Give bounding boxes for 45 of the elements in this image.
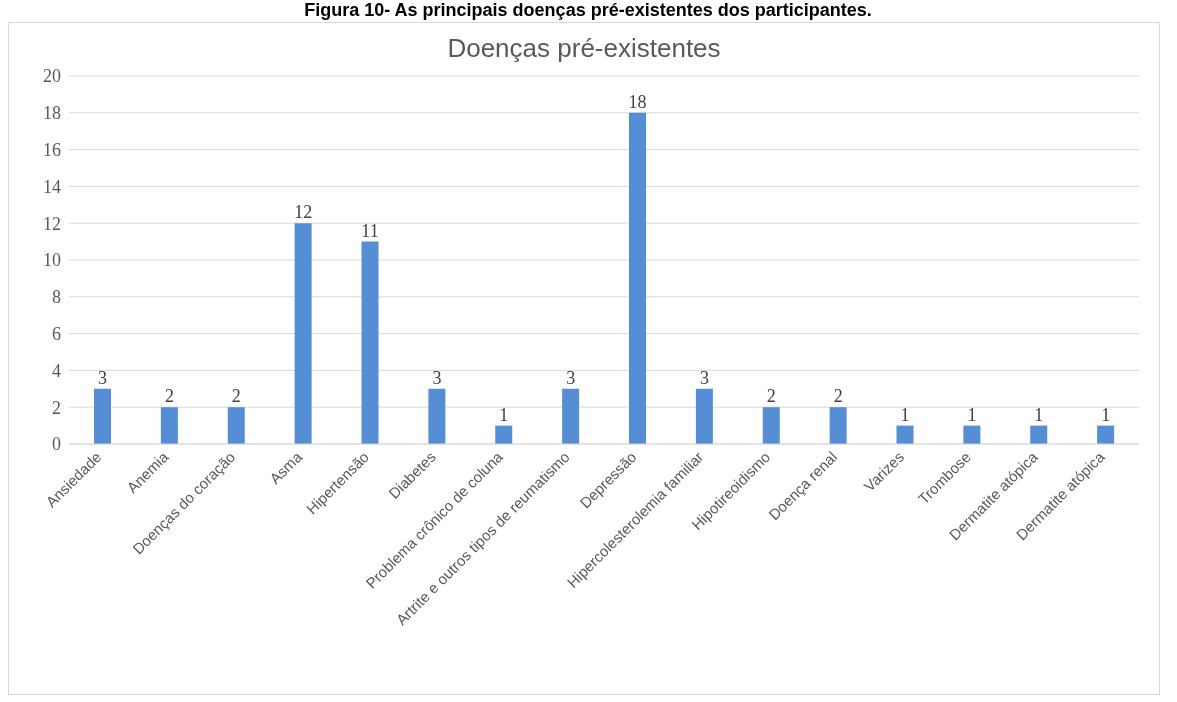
data-label: 11 [361, 220, 379, 241]
y-tick-label: 16 [43, 139, 61, 160]
y-tick-label: 20 [43, 66, 61, 87]
data-label: 1 [499, 404, 509, 425]
bar [695, 388, 713, 444]
bar [562, 388, 580, 444]
bar [762, 407, 780, 444]
bar [428, 388, 446, 444]
bar [963, 425, 981, 444]
y-tick-label: 10 [43, 250, 61, 271]
data-label: 3 [432, 367, 442, 388]
data-label: 2 [766, 386, 776, 407]
y-tick-label: 2 [52, 397, 61, 418]
y-tick-label: 8 [52, 287, 61, 308]
data-label: 1 [900, 404, 910, 425]
bar [160, 407, 178, 444]
data-label: 2 [833, 386, 843, 407]
data-label: 2 [231, 386, 241, 407]
bar [1097, 425, 1115, 444]
bar [495, 425, 513, 444]
y-tick-label: 12 [43, 213, 61, 234]
data-label: 1 [967, 404, 977, 425]
data-label: 2 [164, 386, 174, 407]
data-label: 3 [566, 367, 576, 388]
bar [629, 112, 646, 444]
data-label: 3 [699, 367, 709, 388]
y-tick-label: 6 [52, 323, 61, 344]
chart-title: Doenças pré-existentes [446, 32, 722, 64]
y-tick-label: 14 [43, 176, 61, 197]
y-tick-label: 18 [43, 103, 61, 124]
bar [227, 407, 245, 444]
y-tick-label: 0 [52, 434, 61, 455]
bar [94, 388, 111, 444]
bar [1030, 425, 1048, 444]
data-label: 3 [98, 367, 107, 388]
text: Figura 10- As principais doenças pré-existentes dos participantes. [303, 0, 873, 20]
bar [361, 241, 379, 444]
y-tick-label: 4 [52, 360, 61, 381]
bar [896, 425, 914, 444]
data-label: 1 [1034, 404, 1044, 425]
data-label: 18 [628, 91, 647, 112]
data-label: 12 [294, 202, 313, 223]
data-label: 1 [1101, 404, 1111, 425]
bar [294, 223, 312, 444]
bar [829, 407, 847, 444]
